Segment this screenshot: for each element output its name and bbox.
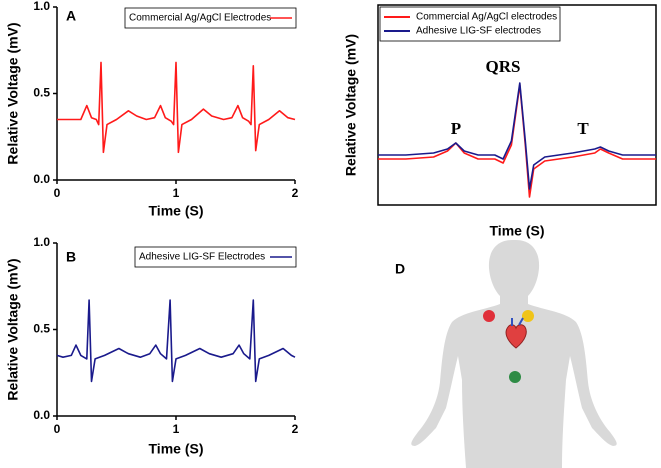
panel-label: B — [66, 249, 76, 265]
x-axis-label: Time (S) — [490, 223, 545, 239]
series-line — [378, 82, 656, 190]
heart-vessels — [511, 317, 524, 326]
y-tick-label: 1.0 — [33, 0, 50, 13]
y-tick-label: 0.0 — [33, 408, 50, 422]
legend-label: Adhesive LIG-SF Electrodes — [139, 252, 265, 263]
electrode-green — [509, 371, 521, 383]
x-axis-label: Time (S) — [149, 203, 204, 219]
heart-icon — [505, 324, 527, 349]
y-tick-label: 0.0 — [33, 172, 50, 186]
y-tick-label: 0.5 — [33, 86, 50, 100]
electrode-yellow — [522, 310, 534, 322]
annotation: QRS — [486, 57, 521, 76]
y-axis-label: Relative Voltage (mV) — [5, 258, 21, 400]
y-axis-label: Relative Voltage (mV) — [5, 22, 21, 164]
y-tick-label: 1.0 — [33, 235, 50, 249]
panel-label: A — [66, 8, 76, 24]
body-silhouette — [411, 240, 617, 468]
x-tick-label: 2 — [292, 422, 299, 436]
legend-box — [134, 246, 297, 268]
electrode-red — [483, 310, 495, 322]
body-diagram: D — [395, 240, 617, 468]
y-axis-label: Relative Voltage (mV) — [343, 34, 359, 176]
x-axis-label: Time (S) — [149, 441, 204, 457]
panel-label: D — [395, 261, 405, 277]
y-tick-label: 0.5 — [33, 322, 50, 336]
plot-frame — [377, 4, 657, 206]
x-tick-label: 2 — [292, 186, 299, 200]
x-tick-label: 1 — [173, 186, 180, 200]
legend-box — [124, 7, 297, 29]
x-tick-label: 1 — [173, 422, 180, 436]
legend-label: Commercial Ag/AgCl electrodes — [416, 12, 557, 23]
series-line — [56, 299, 296, 383]
x-tick-label: 0 — [54, 186, 61, 200]
legend-box — [379, 6, 561, 42]
series-line — [57, 61, 296, 154]
legend-label: Adhesive LIG-SF electrodes — [416, 26, 541, 37]
annotation: T — [577, 119, 589, 138]
x-tick-label: 0 — [54, 422, 61, 436]
chart-panel: 0.0 0.5 1.0 0 1 2 Time (S) Relative Voltage (mV… — [5, 0, 299, 219]
chart-panel: Time (S)Relative Voltage (mV)CCommercial… — [343, 4, 657, 239]
annotation: P — [451, 119, 461, 138]
chart-panel: 0.0 0.5 1.0 0 1 2 Time (S) Relative Voltage (mV… — [5, 235, 299, 457]
legend-label: Commercial Ag/AgCl Electrodes — [129, 13, 271, 24]
